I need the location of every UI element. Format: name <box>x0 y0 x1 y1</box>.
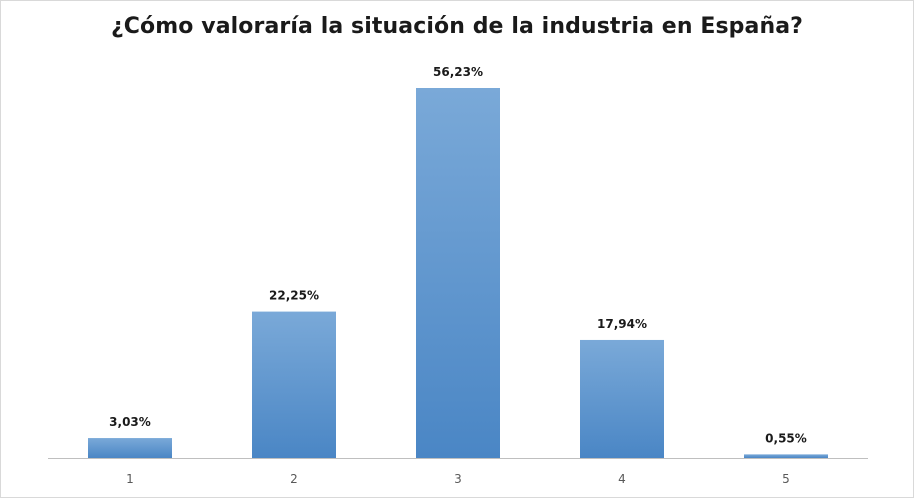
bar-2 <box>252 311 336 458</box>
bar-3 <box>416 88 500 458</box>
bar-1 <box>88 438 172 458</box>
x-tick-label-4: 4 <box>618 472 626 486</box>
bars-layer <box>88 88 828 458</box>
bar-4 <box>580 339 664 458</box>
data-label-2: 22,25% <box>269 289 319 303</box>
data-label-4: 17,94% <box>597 317 647 331</box>
data-label-3: 56,23% <box>433 65 483 79</box>
x-tick-label-2: 2 <box>290 472 298 486</box>
x-tick-label-5: 5 <box>782 472 790 486</box>
bar-5 <box>744 454 828 458</box>
data-label-1: 3,03% <box>109 415 151 429</box>
chart-title: ¿Cómo valoraría la situación de la indus… <box>110 14 804 39</box>
data-label-5: 0,55% <box>765 431 807 445</box>
labels-layer: 3,03% 1 22,25% 2 56,23% 3 17,94% 4 0,55% 5 <box>109 65 807 486</box>
x-tick-label-3: 3 <box>454 472 462 486</box>
x-tick-label-1: 1 <box>126 472 134 486</box>
